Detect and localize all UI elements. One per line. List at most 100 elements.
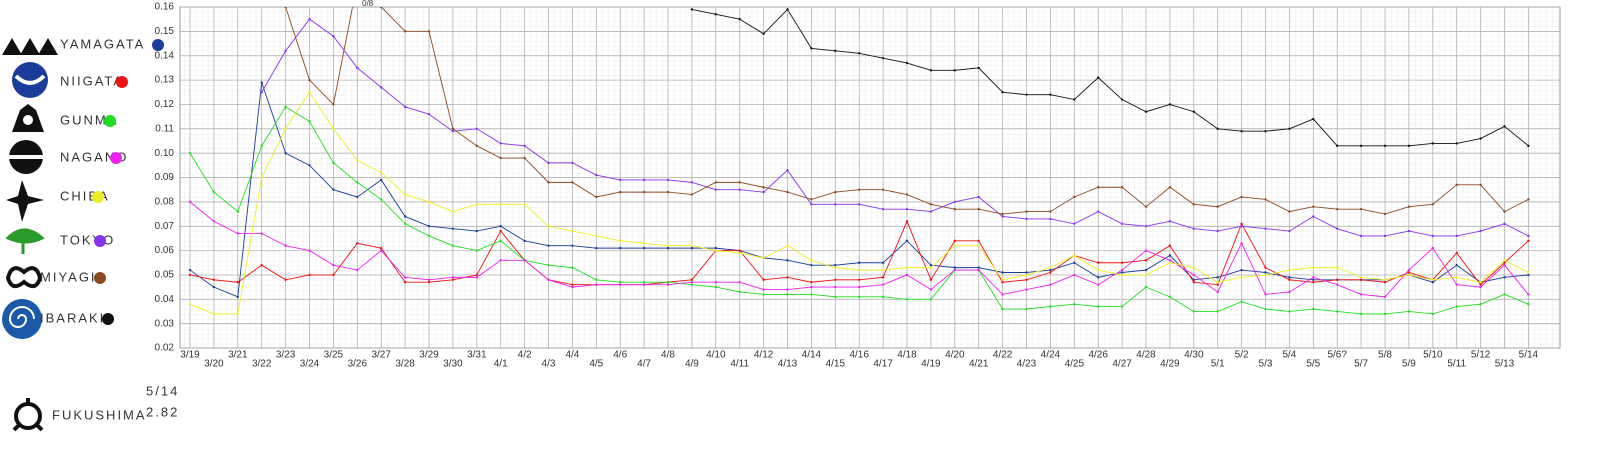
point (1503, 263, 1506, 267)
point (690, 246, 694, 250)
x-tick-label: 3/19 (180, 350, 200, 361)
point (451, 130, 455, 133)
point (1527, 239, 1530, 243)
point (738, 17, 741, 21)
point (571, 161, 574, 165)
point (786, 293, 789, 296)
point (810, 263, 813, 267)
point (284, 49, 287, 53)
point (1168, 259, 1172, 262)
point (1479, 285, 1482, 289)
x-tick-label: 4/8 (661, 350, 675, 361)
point (1240, 242, 1243, 245)
point (929, 266, 933, 269)
point (451, 227, 455, 230)
point (499, 156, 502, 160)
point (690, 281, 694, 284)
point (1192, 273, 1196, 277)
point (858, 278, 861, 281)
point (1527, 293, 1530, 296)
point (308, 249, 311, 252)
point (1503, 210, 1506, 213)
point (905, 207, 909, 211)
point (212, 285, 216, 289)
point (332, 103, 335, 106)
point (1455, 183, 1458, 187)
legend-swatch (92, 191, 104, 203)
point (1359, 312, 1363, 316)
point (762, 293, 765, 296)
legend-swatch (102, 313, 114, 325)
point (308, 273, 311, 277)
point (1216, 276, 1219, 279)
point (1168, 295, 1172, 299)
point (1025, 307, 1028, 311)
point (308, 164, 311, 167)
x-tick-label: 4/14 (802, 350, 822, 361)
point (595, 173, 598, 177)
point (475, 144, 478, 148)
fukushima-value: 2.82 (146, 404, 179, 419)
point (1025, 210, 1028, 213)
point (666, 244, 670, 247)
y-tick-label: 0.14 (155, 50, 175, 61)
point (619, 190, 622, 194)
point (1527, 234, 1530, 238)
x-tick-label: 3/30 (443, 359, 463, 370)
x-tick-label: 4/12 (754, 350, 774, 361)
point (1049, 93, 1052, 96)
point (356, 195, 359, 199)
point (1431, 234, 1435, 238)
legend-swatch (116, 76, 128, 88)
point (1264, 198, 1267, 201)
point (1288, 310, 1291, 313)
point (523, 144, 526, 148)
point (929, 203, 933, 206)
point (881, 268, 885, 272)
point (1312, 215, 1315, 218)
point (977, 266, 980, 269)
point (905, 220, 909, 223)
point (881, 207, 885, 211)
point (1240, 268, 1243, 272)
x-tick-label: 4/21 (969, 359, 989, 370)
point (427, 200, 431, 204)
point (929, 278, 933, 281)
point (858, 295, 861, 299)
point (642, 242, 646, 245)
x-tick-label: 5/9 (1402, 359, 1416, 370)
point (858, 188, 861, 191)
y-tick-label: 0.10 (155, 148, 175, 159)
point (1120, 273, 1124, 277)
point (953, 266, 956, 269)
point (1455, 234, 1458, 238)
point (1216, 281, 1219, 284)
point (1336, 144, 1339, 148)
point (403, 105, 407, 109)
x-tick-label: 3/22 (252, 359, 272, 370)
x-tick-label: 4/6 (613, 350, 627, 361)
point (929, 210, 933, 213)
point (1168, 186, 1172, 189)
x-tick-label: 4/30 (1184, 350, 1204, 361)
point (786, 168, 789, 172)
x-tick-label: 4/10 (706, 350, 726, 361)
point (1001, 212, 1004, 216)
point (786, 190, 789, 194)
point (1336, 227, 1339, 230)
x-tick-label: 5/12 (1471, 350, 1491, 361)
point (1097, 210, 1100, 213)
x-tick-label: 3/31 (467, 350, 487, 361)
point (714, 281, 717, 284)
point (1240, 222, 1243, 225)
point (1407, 273, 1411, 277)
point (881, 276, 885, 279)
x-tick-label: 3/26 (348, 359, 368, 370)
fukushima-name: FUKUSHIMA (52, 407, 147, 422)
point (1144, 110, 1148, 113)
point (1120, 261, 1124, 264)
point (308, 91, 311, 94)
point (834, 295, 837, 299)
point (595, 246, 598, 250)
point (1431, 278, 1435, 281)
